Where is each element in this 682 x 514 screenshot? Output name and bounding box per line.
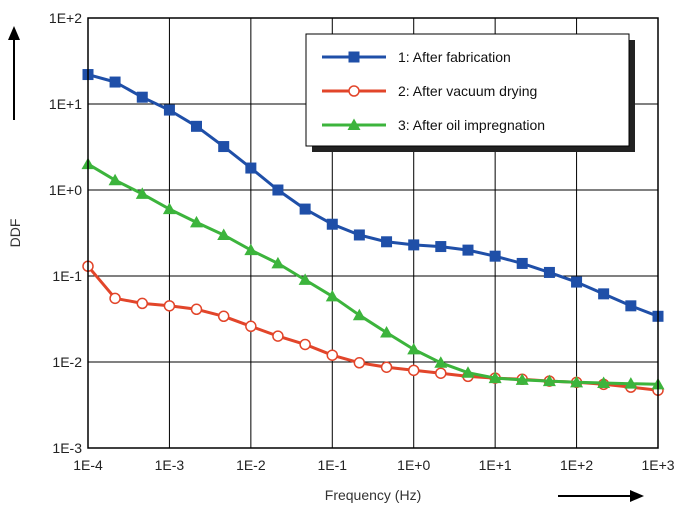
- data-point: [407, 364, 420, 377]
- data-point: [217, 310, 230, 323]
- x-tick-label: 1E+3: [641, 457, 674, 473]
- data-point: [162, 202, 176, 215]
- x-tick-label: 1E-3: [155, 457, 185, 473]
- plot-frame: [87, 17, 659, 449]
- x-axis-arrow-icon: [558, 490, 644, 502]
- y-tick-label: 1E+1: [49, 96, 82, 112]
- data-point: [408, 239, 420, 251]
- data-point: [489, 250, 501, 262]
- data-point: [163, 300, 176, 312]
- data-point: [109, 292, 121, 305]
- data-point: [326, 349, 339, 361]
- data-point: [380, 326, 394, 338]
- legend-label: 3: After oil impregnation: [398, 117, 545, 133]
- data-point: [299, 338, 311, 351]
- data-point: [435, 241, 447, 253]
- legend-entry: 1: After fabrication: [322, 49, 511, 65]
- data-point: [244, 243, 258, 256]
- data-point: [245, 320, 257, 333]
- series-line: [87, 162, 659, 386]
- data-point: [136, 297, 149, 310]
- y-tick-label: 1E-1: [52, 268, 82, 284]
- data-point: [298, 273, 312, 285]
- data-point: [353, 357, 366, 369]
- x-tick-label: 1E-4: [73, 457, 103, 473]
- data-point: [462, 244, 474, 256]
- data-point: [190, 303, 203, 316]
- data-point: [217, 228, 231, 240]
- legend-marker: [347, 118, 361, 130]
- data-point: [380, 361, 393, 373]
- data-point: [163, 104, 175, 116]
- tick-labels: 1E-4 1E-3 1E-2 1E-1 1E+0 1E+1 1E+2 1E+31E-31E-2…: [49, 10, 675, 473]
- x-tick-label: 1E-2: [236, 457, 266, 473]
- data-point: [109, 76, 121, 88]
- series-1: [82, 69, 664, 322]
- data-point: [271, 256, 285, 269]
- y-axis-arrow-icon: [8, 26, 20, 120]
- data-point: [245, 162, 257, 174]
- data-point: [190, 120, 202, 132]
- x-tick-label: 1E+1: [479, 457, 512, 473]
- y-axis-label: DDF: [7, 219, 23, 248]
- y-tick-label: 1E+2: [49, 10, 82, 26]
- data-point: [136, 91, 148, 103]
- data-point: [624, 377, 638, 389]
- data-point: [381, 236, 393, 248]
- data-point: [189, 215, 203, 228]
- legend: 1: After fabrication 2: After vacuum dryi…: [305, 33, 635, 152]
- data-point: [598, 288, 610, 300]
- data-point: [353, 229, 365, 241]
- data-point: [570, 375, 584, 388]
- data-point: [299, 203, 311, 215]
- series-line: [87, 73, 659, 318]
- data-point: [625, 300, 637, 312]
- y-tick-label: 1E-3: [52, 440, 82, 456]
- data-point: [461, 366, 475, 378]
- data-point: [543, 266, 555, 278]
- data-point: [488, 371, 502, 384]
- data-point: [516, 257, 528, 269]
- data-point: [272, 184, 284, 196]
- data-point: [135, 187, 149, 199]
- x-axis-label: Frequency (Hz): [325, 487, 421, 503]
- x-tick-label: 1E+2: [560, 457, 593, 473]
- legend-entry: 3: After oil impregnation: [322, 117, 545, 133]
- data-point: [571, 276, 583, 288]
- legend-marker: [348, 85, 360, 97]
- data-point: [435, 367, 447, 379]
- legend-label: 2: After vacuum drying: [398, 83, 537, 99]
- x-tick-label: 1E-1: [317, 457, 347, 473]
- data-point: [434, 356, 448, 368]
- data-point: [218, 141, 230, 153]
- legend-marker: [348, 51, 360, 63]
- legend-label: 1: After fabrication: [398, 49, 511, 65]
- y-tick-label: 1E-2: [52, 354, 82, 370]
- data-point: [542, 374, 556, 387]
- y-tick-label: 1E+0: [49, 182, 82, 198]
- data-point: [326, 218, 338, 230]
- x-tick-label: 1E+0: [397, 457, 430, 473]
- data-point: [515, 373, 529, 385]
- data-point: [272, 330, 284, 342]
- data-point: [352, 308, 366, 321]
- data-point: [407, 342, 421, 355]
- data-point: [597, 376, 611, 388]
- legend-entry: 2: After vacuum drying: [322, 83, 537, 99]
- data-point: [108, 173, 122, 186]
- data-point: [325, 289, 339, 302]
